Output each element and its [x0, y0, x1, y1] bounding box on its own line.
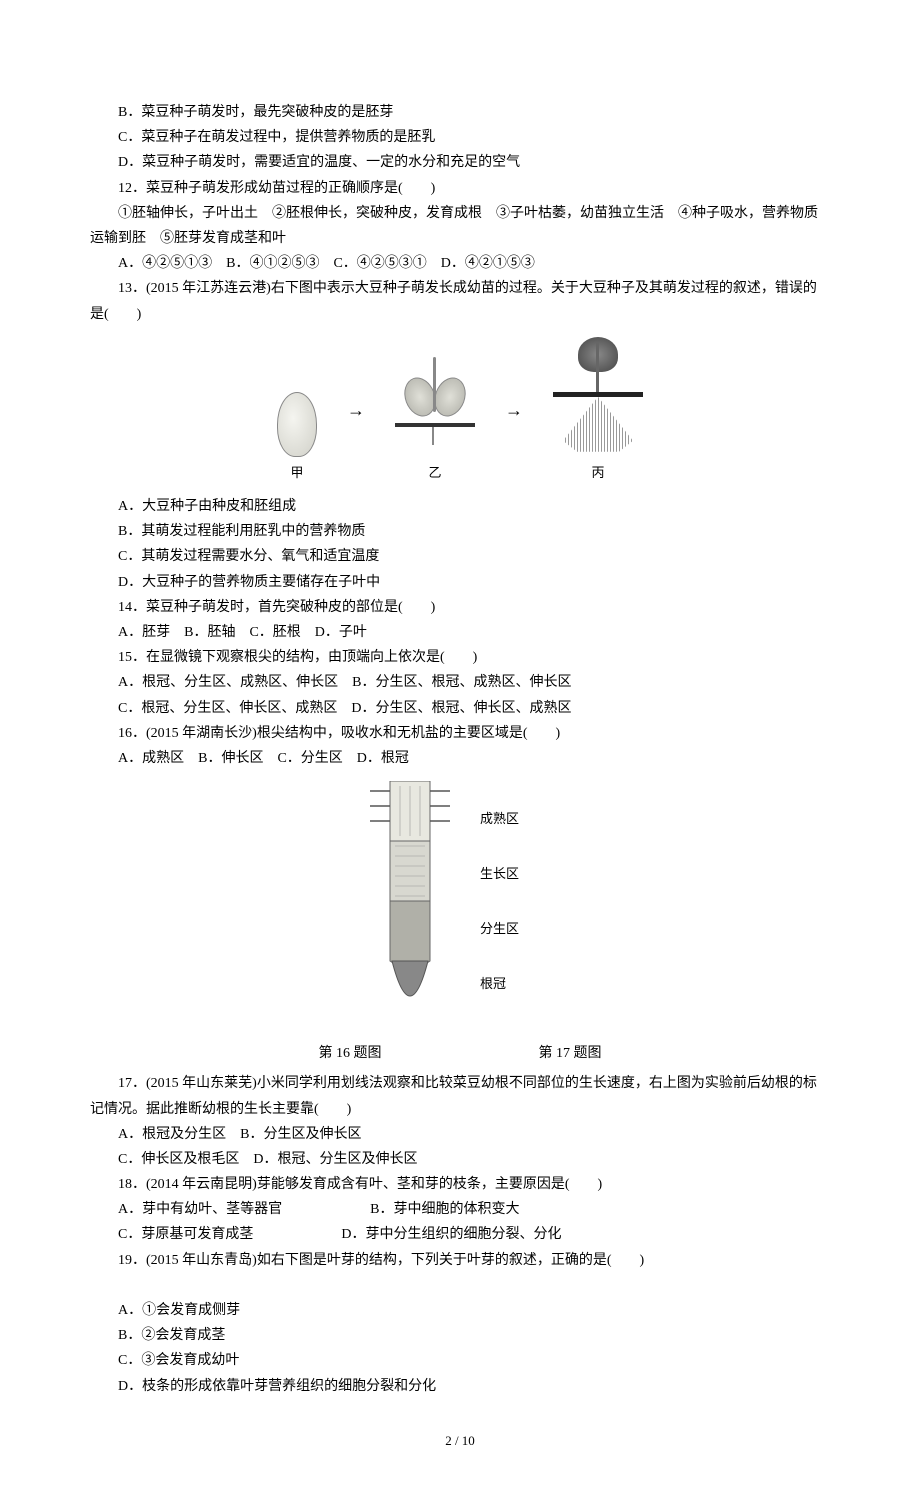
q18-stem: 18．(2014 年云南昆明)芽能够发育成含有叶、茎和芽的枝条，主要原因是( ) [90, 1172, 830, 1197]
fig-label-a: 甲 [290, 461, 303, 484]
root-label-cap: 根冠 [480, 972, 519, 995]
fig-label-c: 丙 [591, 461, 604, 484]
q12-detail: ①胚轴伸长，子叶出土 ②胚根伸长，突破种皮，发育成根 ③子叶枯萎，幼苗独立生活 … [90, 201, 830, 251]
seed-icon [277, 392, 317, 457]
caption-q17: 第 17 题图 [539, 1046, 602, 1061]
q16-options: A．成熟区 B．伸长区 C．分生区 D．根冠 [90, 746, 830, 771]
q13-figure: 甲 → 乙 → 丙 [90, 337, 830, 484]
q14-stem: 14．菜豆种子萌发时，首先突破种皮的部位是( ) [90, 595, 830, 620]
q15-option-a: A．根冠、分生区、成熟区、伸长区 B．分生区、根冠、成熟区、伸长区 [90, 670, 830, 695]
q13-option-b: B．其萌发过程能利用胚乳中的营养物质 [90, 519, 830, 544]
q17-option-c: C．伸长区及根毛区 D．根冠、分生区及伸长区 [90, 1147, 830, 1172]
root-tip-icon [360, 781, 460, 1031]
q18-option-a: A．芽中有幼叶、茎等器官 [90, 1197, 282, 1222]
q19-option-c: C．③会发育成幼叶 [90, 1348, 830, 1373]
q14-options: A．胚芽 B．胚轴 C．胚根 D．子叶 [90, 620, 830, 645]
root-label-elongation: 生长区 [480, 862, 519, 885]
q18-option-c: C．芽原基可发育成茎 [90, 1222, 253, 1247]
q13-option-a: A．大豆种子由种皮和胚组成 [90, 494, 830, 519]
q11-option-d: D．菜豆种子萌发时，需要适宜的温度、一定的水分和充足的空气 [90, 150, 830, 175]
q19-option-d: D．枝条的形成依靠叶芽营养组织的细胞分裂和分化 [90, 1374, 830, 1399]
q16-stem: 16．(2015 年湖南长沙)根尖结构中，吸收水和无机盐的主要区域是( ) [90, 721, 830, 746]
q12-options: A．④②⑤①③ B．④①②⑤③ C．④②⑤③① D．④②①⑤③ [90, 251, 830, 276]
q18-option-d: D．芽中分生组织的细胞分裂、分化 [313, 1222, 561, 1247]
root-label-meristem: 分生区 [480, 917, 519, 940]
q16-figure: 成熟区 生长区 分生区 根冠 [90, 781, 830, 1031]
q13-option-c: C．其萌发过程需要水分、氧气和适宜温度 [90, 544, 830, 569]
caption-q16: 第 16 题图 [319, 1046, 382, 1061]
q13-stem: 13．(2015 年江苏连云港)右下图中表示大豆种子萌发长成幼苗的过程。关于大豆… [90, 276, 830, 326]
q18-option-b: B．芽中细胞的体积变大 [342, 1197, 519, 1222]
q17-option-a: A．根冠及分生区 B．分生区及伸长区 [90, 1122, 830, 1147]
sprout-icon [395, 357, 475, 457]
fig-label-b: 乙 [428, 461, 441, 484]
q11-option-c: C．菜豆种子在萌发过程中，提供营养物质的是胚乳 [90, 125, 830, 150]
figure-captions: 第 16 题图 第 17 题图 [90, 1041, 830, 1066]
q12-stem: 12．菜豆种子萌发形成幼苗过程的正确顺序是( ) [90, 176, 830, 201]
q13-option-d: D．大豆种子的营养物质主要储存在子叶中 [90, 570, 830, 595]
seedling-icon [553, 337, 643, 457]
arrow-icon: → [347, 394, 365, 426]
q19-option-b: B．②会发育成茎 [90, 1323, 830, 1348]
q15-stem: 15．在显微镜下观察根尖的结构，由顶端向上依次是( ) [90, 645, 830, 670]
arrow-icon: → [505, 394, 523, 426]
q15-option-c: C．根冠、分生区、伸长区、成熟区 D．分生区、根冠、伸长区、成熟区 [90, 696, 830, 721]
q19-stem: 19．(2015 年山东青岛)如右下图是叶芽的结构，下列关于叶芽的叙述，正确的是… [90, 1248, 830, 1273]
page-number: 2 / 10 [90, 1429, 830, 1452]
q17-stem: 17．(2015 年山东莱芜)小米同学利用划线法观察和比较菜豆幼根不同部位的生长… [90, 1071, 830, 1121]
q11-option-b: B．菜豆种子萌发时，最先突破种皮的是胚芽 [90, 100, 830, 125]
root-label-mature: 成熟区 [480, 807, 519, 830]
